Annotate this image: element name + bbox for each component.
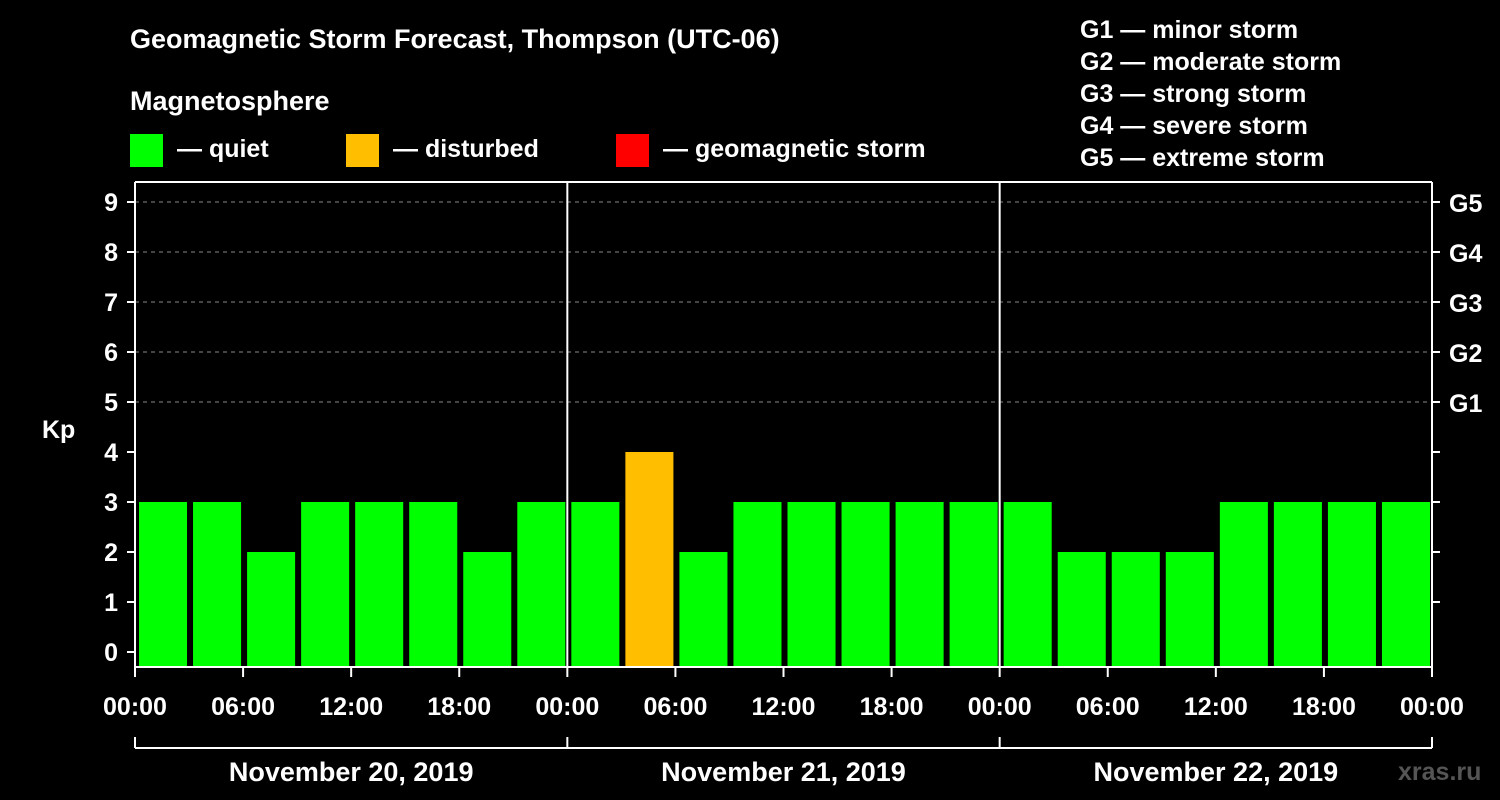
- x-tick-label: 12:00: [319, 693, 383, 721]
- x-tick-label: 06:00: [211, 693, 275, 721]
- kp-bar: [1381, 502, 1430, 667]
- y-tick-label: 2: [104, 539, 118, 567]
- kp-bar: [1003, 502, 1052, 667]
- kp-bar: [1165, 552, 1214, 667]
- x-tick-label: 06:00: [1076, 693, 1140, 721]
- x-tick-label: 12:00: [752, 693, 816, 721]
- g-level-label: G4: [1449, 240, 1482, 268]
- kp-bar: [301, 502, 350, 667]
- kp-bar: [247, 552, 296, 667]
- kp-bar: [625, 452, 674, 667]
- kp-bar: [1219, 502, 1268, 667]
- legend-swatch-quiet: [130, 134, 163, 167]
- kp-bar: [949, 502, 998, 667]
- g-scale-item: G4 — severe storm: [1080, 112, 1308, 140]
- kp-bar: [895, 502, 944, 667]
- y-tick-label: 9: [104, 189, 118, 217]
- x-tick-label: 18:00: [1292, 693, 1356, 721]
- date-label: November 22, 2019: [1094, 757, 1339, 787]
- x-tick-label: 12:00: [1184, 693, 1248, 721]
- kp-bar: [1273, 502, 1322, 667]
- bars-group: [139, 452, 1430, 667]
- x-tick-label: 06:00: [643, 693, 707, 721]
- y-tick-label: 8: [104, 239, 118, 267]
- legend-label-quiet: — quiet: [177, 135, 269, 163]
- kp-bar: [1057, 552, 1106, 667]
- color-legend: — quiet — disturbed — geomagnetic storm: [130, 134, 926, 167]
- x-tick-label: 18:00: [860, 693, 924, 721]
- x-tick-label: 00:00: [1400, 693, 1464, 721]
- y-tick-label: 4: [104, 439, 118, 467]
- grid-lines: [135, 201, 1432, 403]
- x-tick-label: 00:00: [968, 693, 1032, 721]
- kp-bar: [787, 502, 836, 667]
- kp-bar: [733, 502, 782, 667]
- kp-bar: [1111, 552, 1160, 667]
- x-tick-label: 18:00: [427, 693, 491, 721]
- axes-group: 0 1 2 3 4 5 6 7 8 9 G1 G2 G3 G4 G5 00:00 06:00 12:00 18:00…: [103, 189, 1482, 787]
- g-scale-legend: G1 — minor storm G2 — moderate storm G3 …: [1080, 16, 1341, 172]
- legend-title: Magnetosphere: [130, 86, 330, 116]
- kp-bar: [841, 502, 890, 667]
- g-scale-item: G1 — minor storm: [1080, 16, 1298, 44]
- g-level-label: G2: [1449, 340, 1482, 368]
- y-tick-label: 1: [104, 589, 118, 617]
- legend-swatch-disturbed: [346, 134, 379, 167]
- kp-bar: [571, 502, 620, 667]
- y-tick-label: 3: [104, 489, 118, 517]
- g-scale-item: G2 — moderate storm: [1080, 48, 1341, 76]
- g-scale-item: G5 — extreme storm: [1080, 144, 1325, 172]
- g-level-label: G1: [1449, 390, 1482, 418]
- kp-bar: [1327, 502, 1376, 667]
- legend-label-disturbed: — disturbed: [393, 135, 539, 163]
- g-level-label: G5: [1449, 190, 1482, 218]
- kp-bar: [139, 502, 188, 667]
- date-label: November 20, 2019: [229, 757, 474, 787]
- kp-bar: [679, 552, 728, 667]
- kp-bar: [193, 502, 242, 667]
- y-tick-label: 6: [104, 339, 118, 367]
- kp-bar: [355, 502, 404, 667]
- chart-title: Geomagnetic Storm Forecast, Thompson (UT…: [130, 24, 780, 54]
- y-tick-label: 0: [104, 639, 118, 667]
- watermark: xras.ru: [1398, 758, 1481, 786]
- legend-swatch-storm: [616, 134, 649, 167]
- y-tick-label: 7: [104, 289, 118, 317]
- y-tick-label: 5: [104, 389, 118, 417]
- x-tick-label: 00:00: [535, 693, 599, 721]
- x-tick-label: 00:00: [103, 693, 167, 721]
- kp-bar: [463, 552, 512, 667]
- legend-label-storm: — geomagnetic storm: [663, 135, 926, 163]
- kp-bar: [409, 502, 458, 667]
- g-level-label: G3: [1449, 290, 1482, 318]
- kp-bar: [517, 502, 566, 667]
- date-label: November 21, 2019: [661, 757, 906, 787]
- g-scale-item: G3 — strong storm: [1080, 80, 1306, 108]
- y-axis-label: Kp: [42, 416, 75, 444]
